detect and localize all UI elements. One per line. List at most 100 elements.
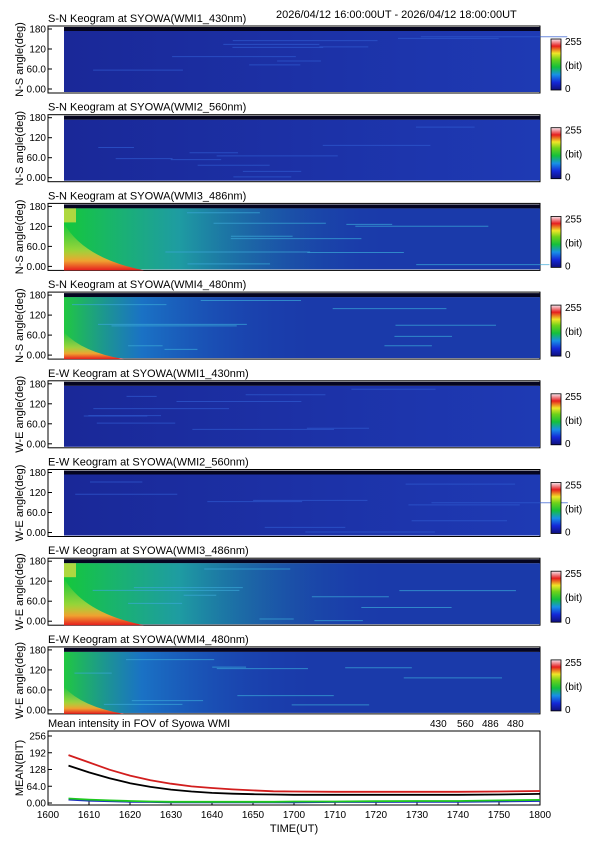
series-line-480 <box>68 764 541 796</box>
keogram-y-tick: 60.0 <box>27 153 47 164</box>
colorbar <box>550 304 562 357</box>
keogram-y-label: N-S angle(deg) <box>14 111 26 186</box>
colorbar-min-label: 0 <box>565 350 571 361</box>
keogram-glow <box>64 563 394 625</box>
colorbar-min-label: 0 <box>565 261 571 272</box>
keogram-panel: E-W Keogram at SYOWA(WMI3_486nm) W-E angl… <box>14 545 582 630</box>
keogram-y-label: W-E angle(deg) <box>14 376 26 453</box>
mean-intensity-chart: Mean intensity in FOV of Syowa WMI MEAN(… <box>14 718 552 835</box>
keogram-y-label: N-S angle(deg) <box>14 22 26 97</box>
keogram-hotspot <box>64 223 144 271</box>
chart-x-tick: 1750 <box>488 810 511 821</box>
colorbar <box>550 393 562 446</box>
colorbar <box>550 482 562 534</box>
keogram-y-tick: 120 <box>29 488 46 499</box>
colorbar-max-label: 255 <box>565 214 582 225</box>
colorbar-max-label: 255 <box>565 481 582 492</box>
chart-x-tick: 1710 <box>324 810 347 821</box>
colorbar <box>550 570 562 623</box>
keogram-y-label: N-S angle(deg) <box>14 288 26 363</box>
keogram-top-band <box>64 204 540 209</box>
colorbar-unit-label: (bit) <box>565 416 582 427</box>
colorbar <box>550 127 562 180</box>
colorbar-max-label: 255 <box>565 37 582 48</box>
legend-entry-486: 486 <box>482 719 499 730</box>
keogram-y-tick: 180 <box>29 557 46 568</box>
keogram-y-label: W-E angle(deg) <box>14 465 26 542</box>
keogram-y-tick: 180 <box>29 113 46 124</box>
keogram-top-band <box>64 381 540 386</box>
keogram-y-tick: 180 <box>29 202 46 213</box>
keogram-y-tick: 0.00 <box>27 439 47 450</box>
keogram-top-band <box>64 293 540 298</box>
keogram-title: S-N Keogram at SYOWA(WMI1_430nm) <box>48 13 246 25</box>
keogram-y-tick: 60.0 <box>27 331 47 342</box>
legend-entry-480: 480 <box>507 719 524 730</box>
keogram-y-tick: 60.0 <box>27 685 47 696</box>
colorbar-min-label: 0 <box>565 616 571 627</box>
keogram-panel: S-N Keogram at SYOWA(WMI1_430nm) N-S angl… <box>14 13 582 97</box>
keogram-title: S-N Keogram at SYOWA(WMI2_560nm) <box>48 102 246 114</box>
keogram-y-label: W-E angle(deg) <box>14 642 26 719</box>
keogram-y-tick: 0.00 <box>27 173 47 184</box>
keogram-y-tick: 180 <box>29 645 46 656</box>
keogram-image <box>64 119 540 181</box>
colorbar-max-label: 255 <box>565 303 582 314</box>
keogram-title: E-W Keogram at SYOWA(WMI4_480nm) <box>48 634 249 646</box>
keogram-title: S-N Keogram at SYOWA(WMI3_486nm) <box>48 190 246 202</box>
chart-x-tick: 1650 <box>242 810 265 821</box>
keogram-y-tick: 0.00 <box>27 262 47 273</box>
keogram-glow <box>64 651 324 713</box>
keogram-y-tick: 60.0 <box>27 597 47 608</box>
colorbar-unit-label: (bit) <box>565 238 582 249</box>
colorbar <box>550 215 562 268</box>
chart-x-tick: 1640 <box>201 810 224 821</box>
colorbar-max-label: 255 <box>565 569 582 580</box>
keogram-y-label: W-E angle(deg) <box>14 553 26 630</box>
chart-x-tick: 1610 <box>78 810 101 821</box>
chart-y-tick: 192 <box>29 748 46 759</box>
colorbar-min-label: 0 <box>565 528 571 539</box>
keogram-title: S-N Keogram at SYOWA(WMI4_480nm) <box>48 279 246 291</box>
chart-x-tick: 1740 <box>447 810 470 821</box>
chart-x-tick: 1700 <box>283 810 306 821</box>
keogram-y-tick: 60.0 <box>27 242 47 253</box>
colorbar-max-label: 255 <box>565 126 582 137</box>
keogram-hotspot <box>64 686 124 714</box>
keogram-y-tick: 0.00 <box>27 351 47 362</box>
chart-y-tick: 128 <box>29 765 46 776</box>
keogram-y-tick: 180 <box>29 291 46 302</box>
keogram-y-tick: 60.0 <box>27 419 47 430</box>
keogram-y-tick: 180 <box>29 25 46 36</box>
keogram-panel: E-W Keogram at SYOWA(WMI1_430nm) W-E angl… <box>14 368 582 453</box>
keogram-title: E-W Keogram at SYOWA(WMI3_486nm) <box>48 545 249 557</box>
colorbar-min-label: 0 <box>565 439 571 450</box>
keogram-y-tick: 120 <box>29 222 46 233</box>
legend-entry-430: 430 <box>430 719 447 730</box>
chart-x-tick: 1730 <box>406 810 429 821</box>
keogram-y-tick: 180 <box>29 468 46 479</box>
keogram-hotspot <box>64 563 76 578</box>
keogram-title: E-W Keogram at SYOWA(WMI2_560nm) <box>48 457 249 469</box>
colorbar <box>550 659 562 712</box>
keogram-glow <box>64 297 324 359</box>
keogram-hotspot <box>64 578 144 626</box>
colorbar-min-label: 0 <box>565 84 571 95</box>
colorbar-max-label: 255 <box>565 392 582 403</box>
keogram-y-tick: 0.00 <box>27 528 47 539</box>
figure-time-range: 2026/04/12 16:00:00UT - 2026/04/12 18:00… <box>276 9 517 21</box>
keogram-top-band <box>64 115 540 120</box>
series-line-486 <box>68 754 541 793</box>
chart-x-label: TIME(UT) <box>270 823 318 835</box>
keogram-y-tick: 120 <box>29 399 46 410</box>
colorbar-unit-label: (bit) <box>565 150 582 161</box>
chart-x-tick: 1720 <box>365 810 388 821</box>
keogram-y-tick: 180 <box>29 379 46 390</box>
keogram-panel: S-N Keogram at SYOWA(WMI2_560nm) N-S angl… <box>14 102 582 186</box>
colorbar-unit-label: (bit) <box>565 682 582 693</box>
keogram-top-band <box>64 647 540 652</box>
colorbar-min-label: 0 <box>565 705 571 716</box>
keogram-title: E-W Keogram at SYOWA(WMI1_430nm) <box>48 368 249 380</box>
keogram-y-tick: 120 <box>29 665 46 676</box>
